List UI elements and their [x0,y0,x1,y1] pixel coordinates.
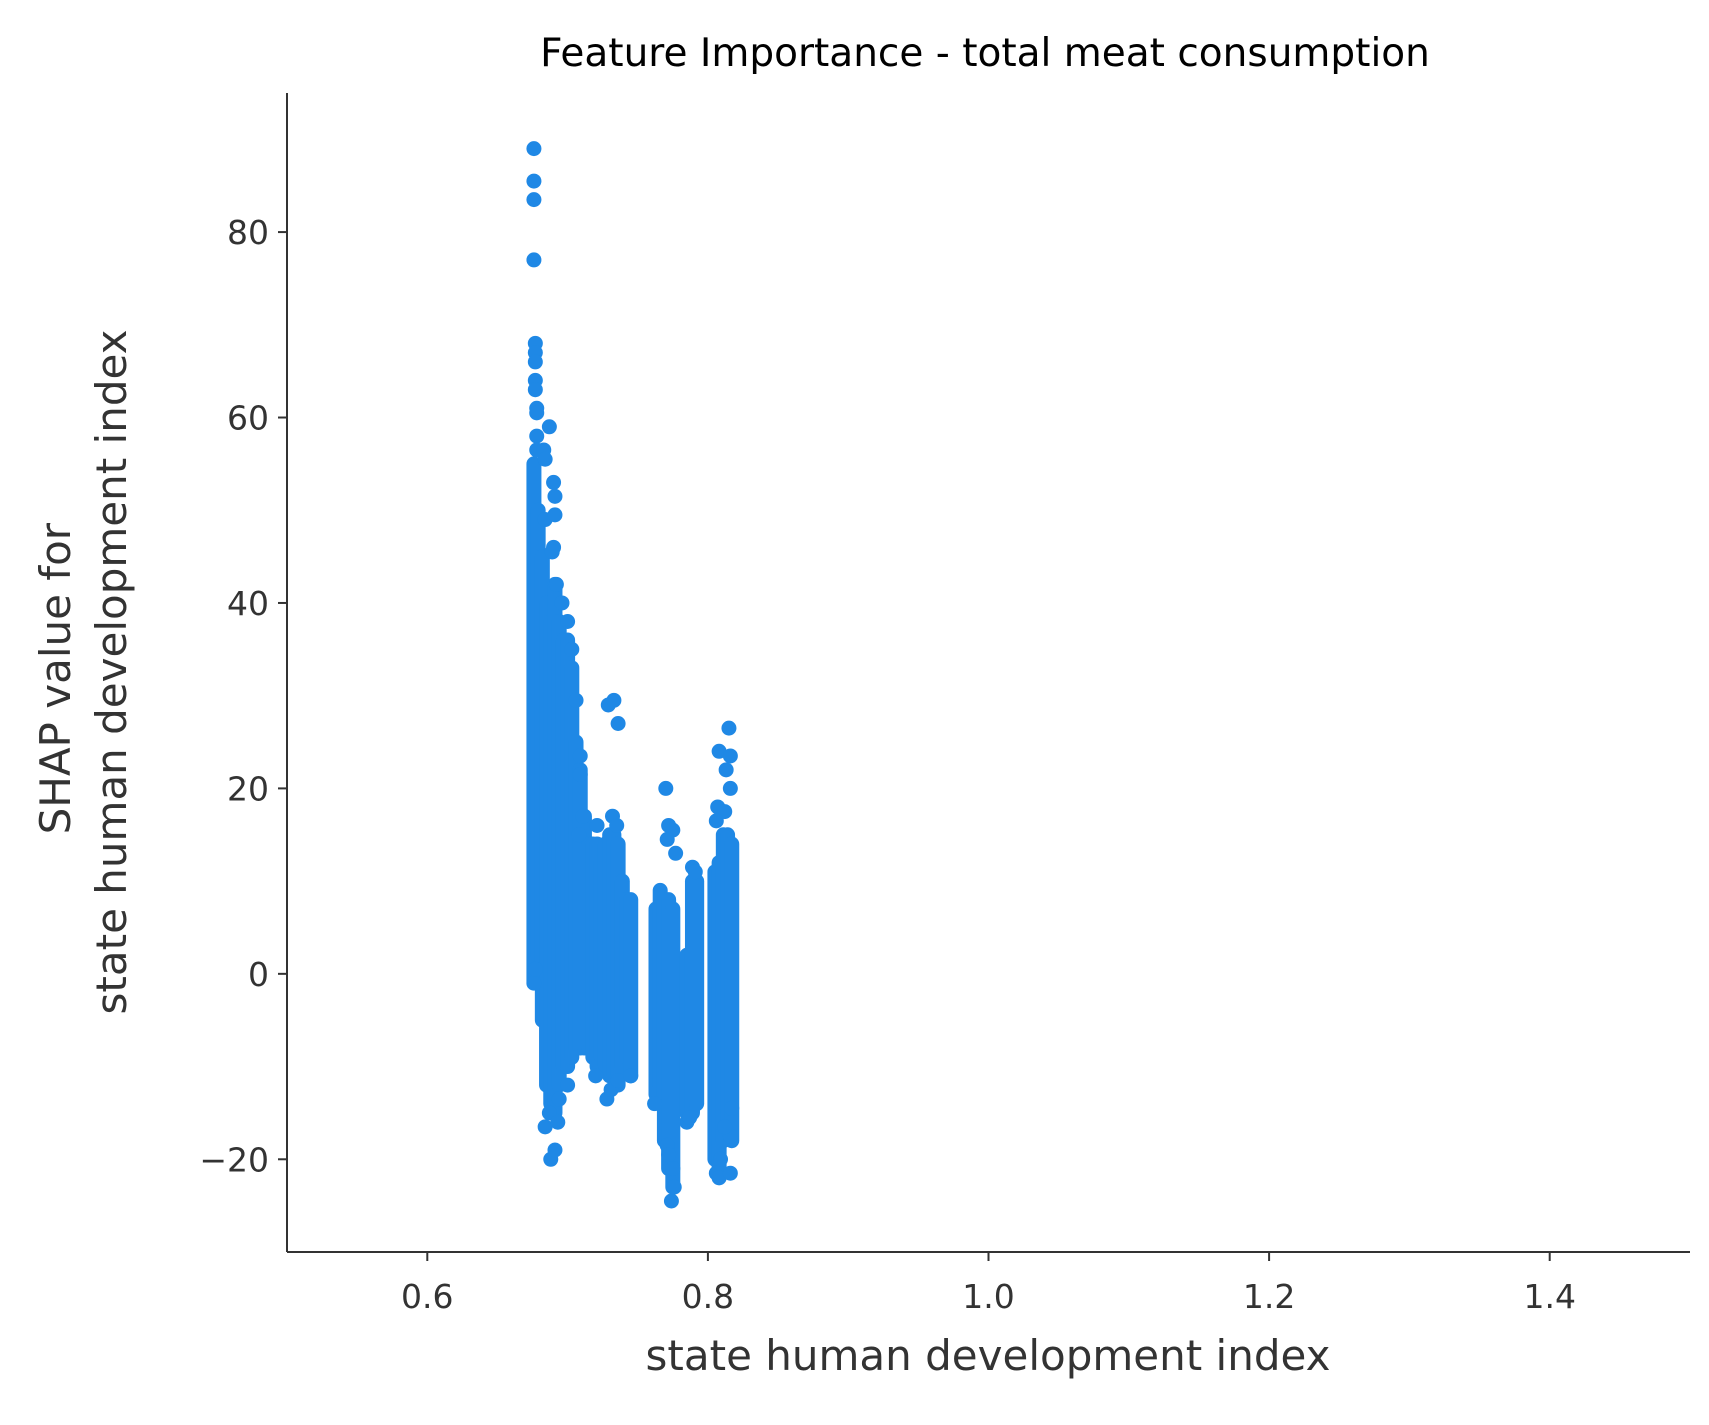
scatter-point [546,474,562,490]
y-tick-label: 0 [248,955,269,994]
scatter-point [722,780,738,796]
scatter-point [658,780,674,796]
x-tick-label: 0.6 [401,1277,453,1316]
scatter-point [708,813,724,829]
scatter-point [647,1096,663,1112]
x-tick-label: 1.2 [1243,1277,1295,1316]
y-tick-label: 60 [227,399,269,438]
scatter-point [666,1179,682,1195]
scatter-point [663,1193,679,1209]
scatter-point [711,1170,727,1186]
scatter-point [541,419,557,435]
scatter-point [661,1147,677,1163]
scatter-point [548,576,564,592]
scatter-point [575,808,591,824]
y-tick-label: −20 [199,1140,269,1179]
y-tick-label: 40 [227,584,269,623]
scatter-point [547,1142,563,1158]
scatter-point [722,748,738,764]
scatter-points [526,141,740,1209]
y-axis-ticks: −20 0 20 40 60 80 [199,213,287,1179]
x-axis-title: state human development index [646,1331,1331,1380]
scatter-point [589,817,605,833]
x-axis-ticks: 0.6 0.8 1.0 1.2 1.4 [401,1252,1576,1316]
scatter-point [687,864,703,880]
scatter-point [529,428,545,444]
scatter-point [668,845,684,861]
scatter-point [722,1165,738,1181]
scatter-point [527,382,543,398]
scatter-point [659,831,675,847]
y-axis-title: SHAP value for state human development i… [31,330,136,1015]
x-tick-label: 1.4 [1523,1277,1575,1316]
scatter-point [717,1119,733,1135]
y-axis-title-line-2: state human development index [87,330,136,1015]
scatter-point [526,192,542,208]
scatter-point [609,817,625,833]
scatter-point [554,595,570,611]
scatter-point [682,1110,698,1126]
x-tick-label: 0.8 [682,1277,734,1316]
scatter-point [623,1068,639,1084]
scatter-point [610,1072,626,1088]
scatter-point [544,544,560,560]
scatter-point [551,1091,567,1107]
scatter-point [526,173,542,189]
scatter-point [527,354,543,370]
scatter-point [537,451,553,467]
scatter-point [560,614,576,630]
x-tick-label: 1.0 [962,1277,1014,1316]
scatter-point [721,720,737,736]
scatter-point [572,766,588,782]
scatter-point [665,1161,681,1177]
scatter-point [526,252,542,268]
chart-title: Feature Importance - total meat consumpt… [540,31,1430,76]
scatter-point [529,405,545,421]
scatter-point [718,762,734,778]
scatter-point [610,715,626,731]
y-tick-label: 80 [227,213,269,252]
scatter-point [711,743,727,759]
scatter-point [547,488,563,504]
scatter-point [606,692,622,708]
y-tick-label: 20 [227,769,269,808]
scatter-point [560,1077,576,1093]
y-axis-title-line-1: SHAP value for [31,522,80,834]
scatter-point [550,1114,566,1130]
scatter-point [724,1100,740,1116]
scatter-point [537,1119,553,1135]
scatter-point [572,748,588,764]
scatter-point [526,141,542,157]
scatter-point [713,1151,729,1167]
scatter-point [588,1068,604,1084]
scatter-point [547,507,563,523]
scatter-point [526,975,542,991]
scatter-point [527,961,543,977]
scatter-point [568,692,584,708]
scatter-point [571,827,587,843]
scatter-point [564,641,580,657]
